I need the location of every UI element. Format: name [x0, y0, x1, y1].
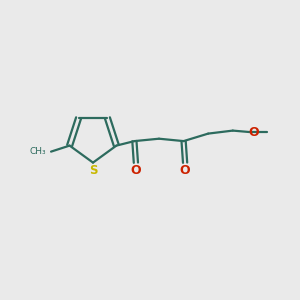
Text: S: S: [89, 164, 97, 178]
Text: O: O: [249, 126, 260, 139]
Text: O: O: [130, 164, 141, 177]
Text: CH₃: CH₃: [29, 147, 46, 156]
Text: O: O: [180, 164, 190, 177]
